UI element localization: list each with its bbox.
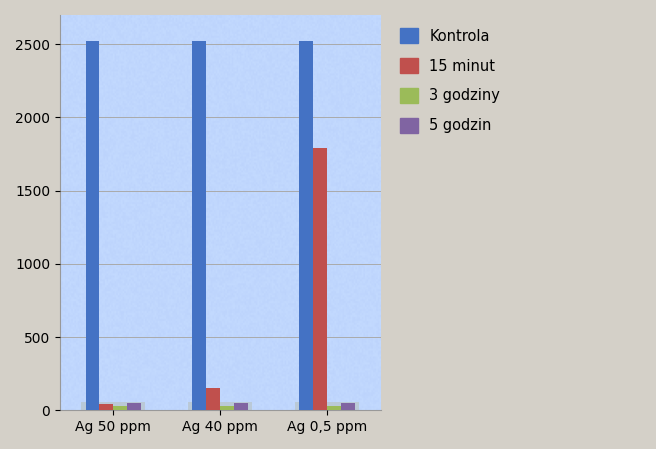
- Bar: [207, 388, 220, 410]
- Bar: [100, 404, 113, 410]
- Bar: [192, 41, 207, 410]
- Bar: [220, 406, 234, 410]
- Bar: [234, 403, 248, 410]
- Bar: [127, 403, 141, 410]
- Bar: [314, 148, 327, 410]
- Bar: [85, 41, 100, 410]
- Bar: [327, 406, 341, 410]
- Legend: Kontrola, 15 minut, 3 godziny, 5 godzin: Kontrola, 15 minut, 3 godziny, 5 godzin: [394, 22, 506, 139]
- Bar: [299, 41, 314, 410]
- Bar: [188, 402, 253, 410]
- Bar: [81, 402, 146, 410]
- Bar: [295, 402, 359, 410]
- Bar: [113, 406, 127, 410]
- Bar: [341, 403, 355, 410]
